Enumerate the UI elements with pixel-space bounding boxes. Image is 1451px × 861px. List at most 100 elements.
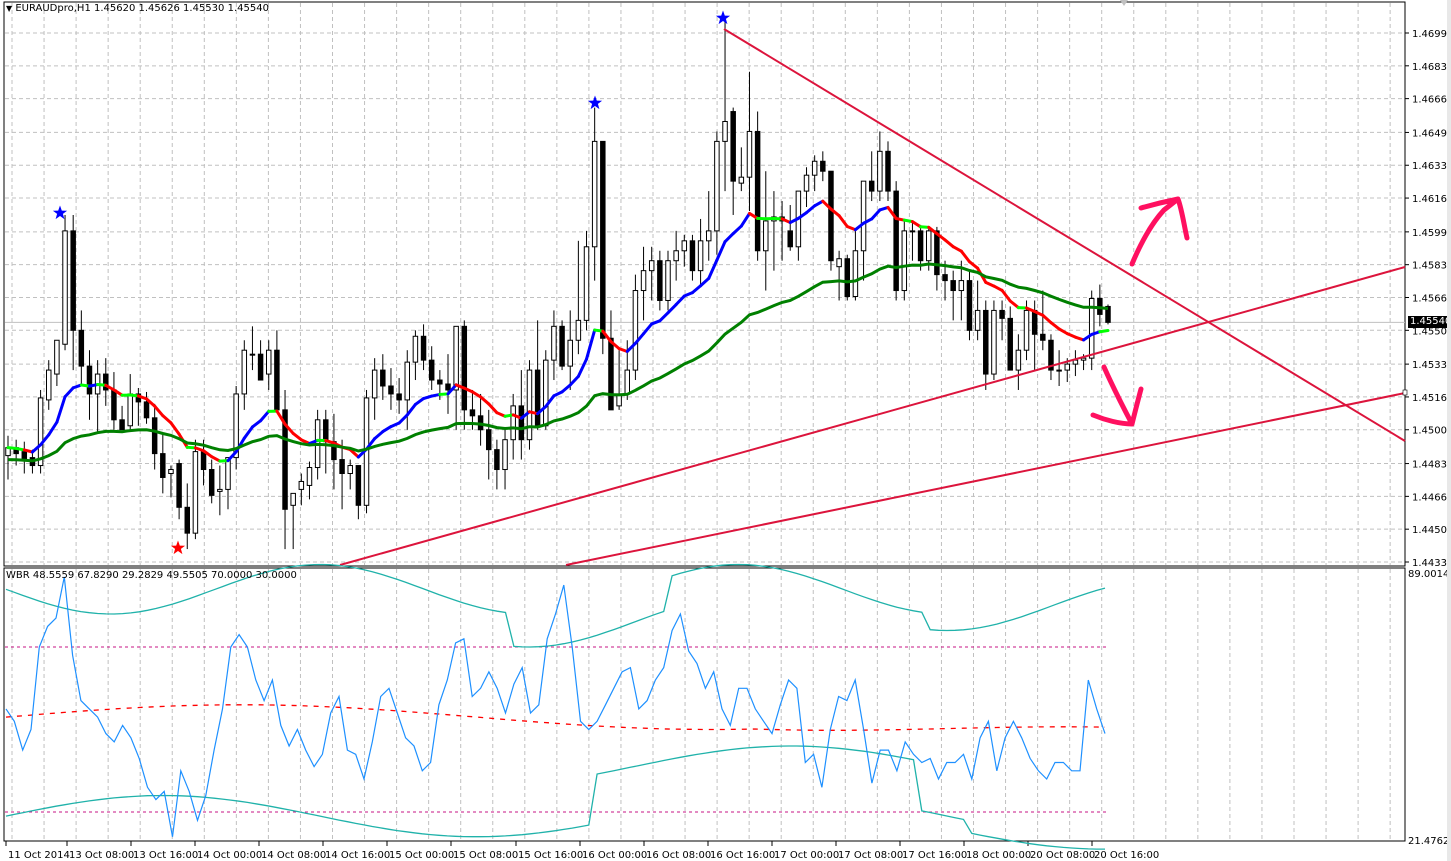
bull-candle (412, 335, 419, 363)
bull-candle (1088, 297, 1095, 359)
fast-ma-segment (805, 204, 817, 215)
bear-candle (103, 373, 109, 391)
fast-ma-segment (397, 413, 409, 425)
time-axis-label: 13 Oct 16:00 (133, 850, 198, 861)
bull-candle (909, 230, 916, 233)
bull-candle (567, 339, 573, 367)
bear-candle (534, 369, 541, 427)
time-axis-label: 17 Oct 00:00 (774, 850, 839, 861)
parallel-trendline[interactable] (565, 392, 1406, 566)
bull-candle (583, 246, 590, 321)
bull-candle (665, 260, 671, 301)
bear-candle (461, 325, 468, 411)
bull-candle (127, 393, 133, 427)
trendline-anchor-handle[interactable] (1402, 389, 1408, 396)
descending-trendline[interactable] (723, 28, 1406, 442)
fast-ma-segment (39, 433, 51, 447)
bull-candle (1023, 309, 1030, 351)
bull-candle (347, 465, 353, 474)
bull-candle (632, 290, 639, 371)
fast-ma-segment (821, 199, 833, 211)
bear-candle (885, 150, 891, 192)
right-edge-scrollbar[interactable] (1447, 0, 1451, 861)
bull-candle (543, 359, 549, 427)
bear-candle (893, 190, 899, 292)
bear-candle (934, 230, 940, 276)
fast-ma-segment (226, 450, 238, 463)
bull-candle (241, 349, 248, 395)
bear-candle (380, 369, 386, 387)
bear-candle (119, 419, 125, 431)
collapse-triangle-icon[interactable]: ▼ (6, 4, 13, 13)
bear-candle (86, 365, 93, 395)
bull-candle (697, 240, 704, 272)
swing-high-star-icon (715, 10, 731, 25)
fast-ma-segment (63, 386, 75, 399)
bull-candle (46, 369, 52, 401)
fast-ma-segment (707, 258, 719, 280)
bear-candle (396, 393, 402, 401)
fast-ma-segment (544, 394, 556, 409)
time-axis-label: 14 Oct 16:00 (325, 850, 390, 861)
bear-candle (78, 329, 85, 367)
symbol-info-header: ▼ EURAUDpro,H1 1.45620 1.45626 1.45530 1… (6, 3, 269, 14)
fast-ma-segment (886, 205, 898, 221)
chart-shift-marker-icon[interactable] (1120, 0, 1128, 6)
fast-ma-segment (153, 404, 165, 418)
fast-ma-segment (348, 448, 360, 459)
fast-ma-segment (723, 232, 735, 244)
wbr-scale-min: 21.4762 (1408, 836, 1450, 847)
fast-ma-segment (927, 225, 939, 236)
bear-candle (1007, 317, 1013, 371)
bear-candle (689, 240, 696, 272)
bull-candle (852, 250, 859, 298)
bull-candle (168, 469, 174, 474)
bull-candle (1064, 363, 1071, 371)
fast-ma-segment (536, 405, 548, 416)
fast-ma-segment (259, 409, 271, 423)
bull-candle (746, 130, 753, 178)
bull-candle (371, 369, 378, 399)
main-plot-frame (3, 1, 1406, 567)
bull-candle (681, 240, 688, 252)
fast-ma-segment (690, 284, 703, 295)
bear-candle (999, 309, 1005, 319)
bear-candle (208, 469, 215, 496)
fast-ma-segment (1041, 313, 1053, 325)
fast-ma-segment (1033, 309, 1045, 317)
bear-candle (657, 260, 663, 301)
fast-ma-segment (1082, 332, 1094, 342)
fast-ma-segment (870, 208, 882, 221)
bull-candle (706, 230, 712, 242)
price-axis-label: 1.46165 (1412, 194, 1451, 205)
bear-candle (437, 379, 443, 385)
bear-candle (1031, 309, 1038, 335)
bear-candle (844, 258, 850, 298)
fast-ma-segment (373, 430, 385, 441)
bull-candle (306, 467, 313, 486)
fast-ma-segment (560, 383, 572, 394)
symbol-ohlc-text: EURAUDpro,H1 1.45620 1.45626 1.45530 1.4… (15, 3, 269, 14)
time-axis-label: 15 Oct 00:00 (389, 850, 454, 861)
bull-candle (624, 369, 630, 395)
bull-candle (575, 319, 582, 341)
bull-candle (763, 220, 769, 252)
price-axis-label: 1.45995 (1412, 228, 1451, 239)
fast-ma-segment (633, 332, 646, 345)
fast-ma-segment (30, 443, 43, 454)
fast-ma-segment (796, 211, 809, 220)
bear-candle (469, 409, 476, 417)
price-axis-label: 1.45500 (1412, 326, 1451, 337)
fast-ma-segment (658, 311, 670, 323)
bear-candle (323, 419, 329, 443)
ascending-trendline[interactable] (339, 266, 1406, 566)
fast-ma-segment (519, 410, 531, 420)
time-axis-label: 17 Oct 16:00 (902, 850, 967, 861)
fast-ma-segment (169, 421, 181, 436)
bear-candle (820, 160, 826, 172)
time-axis-label: 16 Oct 00:00 (582, 850, 647, 861)
fast-ma-segment (585, 328, 597, 361)
fast-ma-segment (202, 449, 214, 459)
